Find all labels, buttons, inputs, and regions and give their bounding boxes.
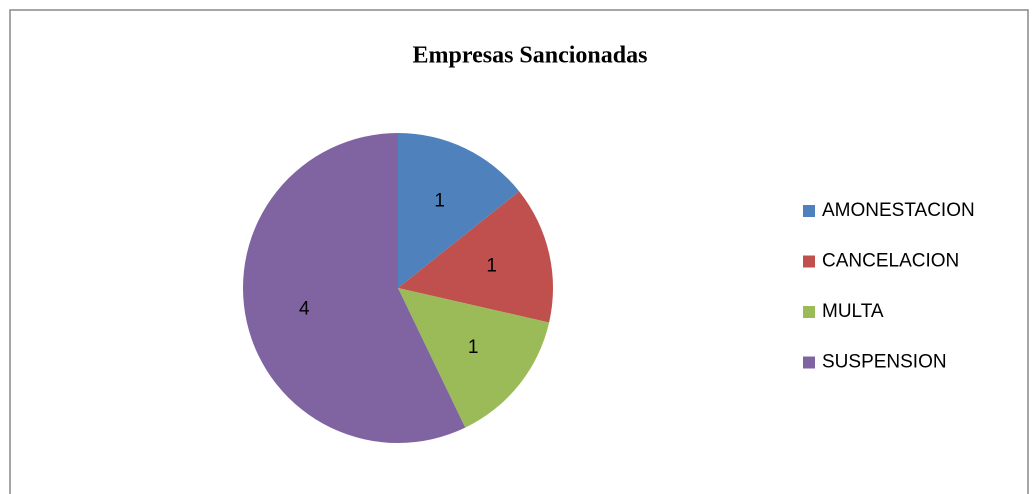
legend-label: SUSPENSION — [822, 352, 947, 373]
legend-swatch — [803, 306, 815, 318]
legend-swatch — [803, 356, 815, 369]
data-label: 1 — [486, 256, 497, 277]
pie-slice — [398, 288, 550, 428]
legend-label: MULTA — [822, 301, 884, 322]
pie-slice — [243, 133, 466, 443]
legend-swatch — [803, 205, 815, 217]
legend-swatch — [803, 255, 815, 268]
data-label: 1 — [468, 337, 479, 358]
data-label: 4 — [299, 298, 310, 319]
legend-label: CANCELACION — [822, 251, 959, 272]
pie-slice — [398, 191, 554, 323]
pie-slice — [398, 133, 520, 288]
data-label: 1 — [434, 190, 445, 211]
chart-title: Empresas Sancionadas — [413, 43, 648, 69]
legend-label: AMONESTACION — [822, 200, 975, 221]
